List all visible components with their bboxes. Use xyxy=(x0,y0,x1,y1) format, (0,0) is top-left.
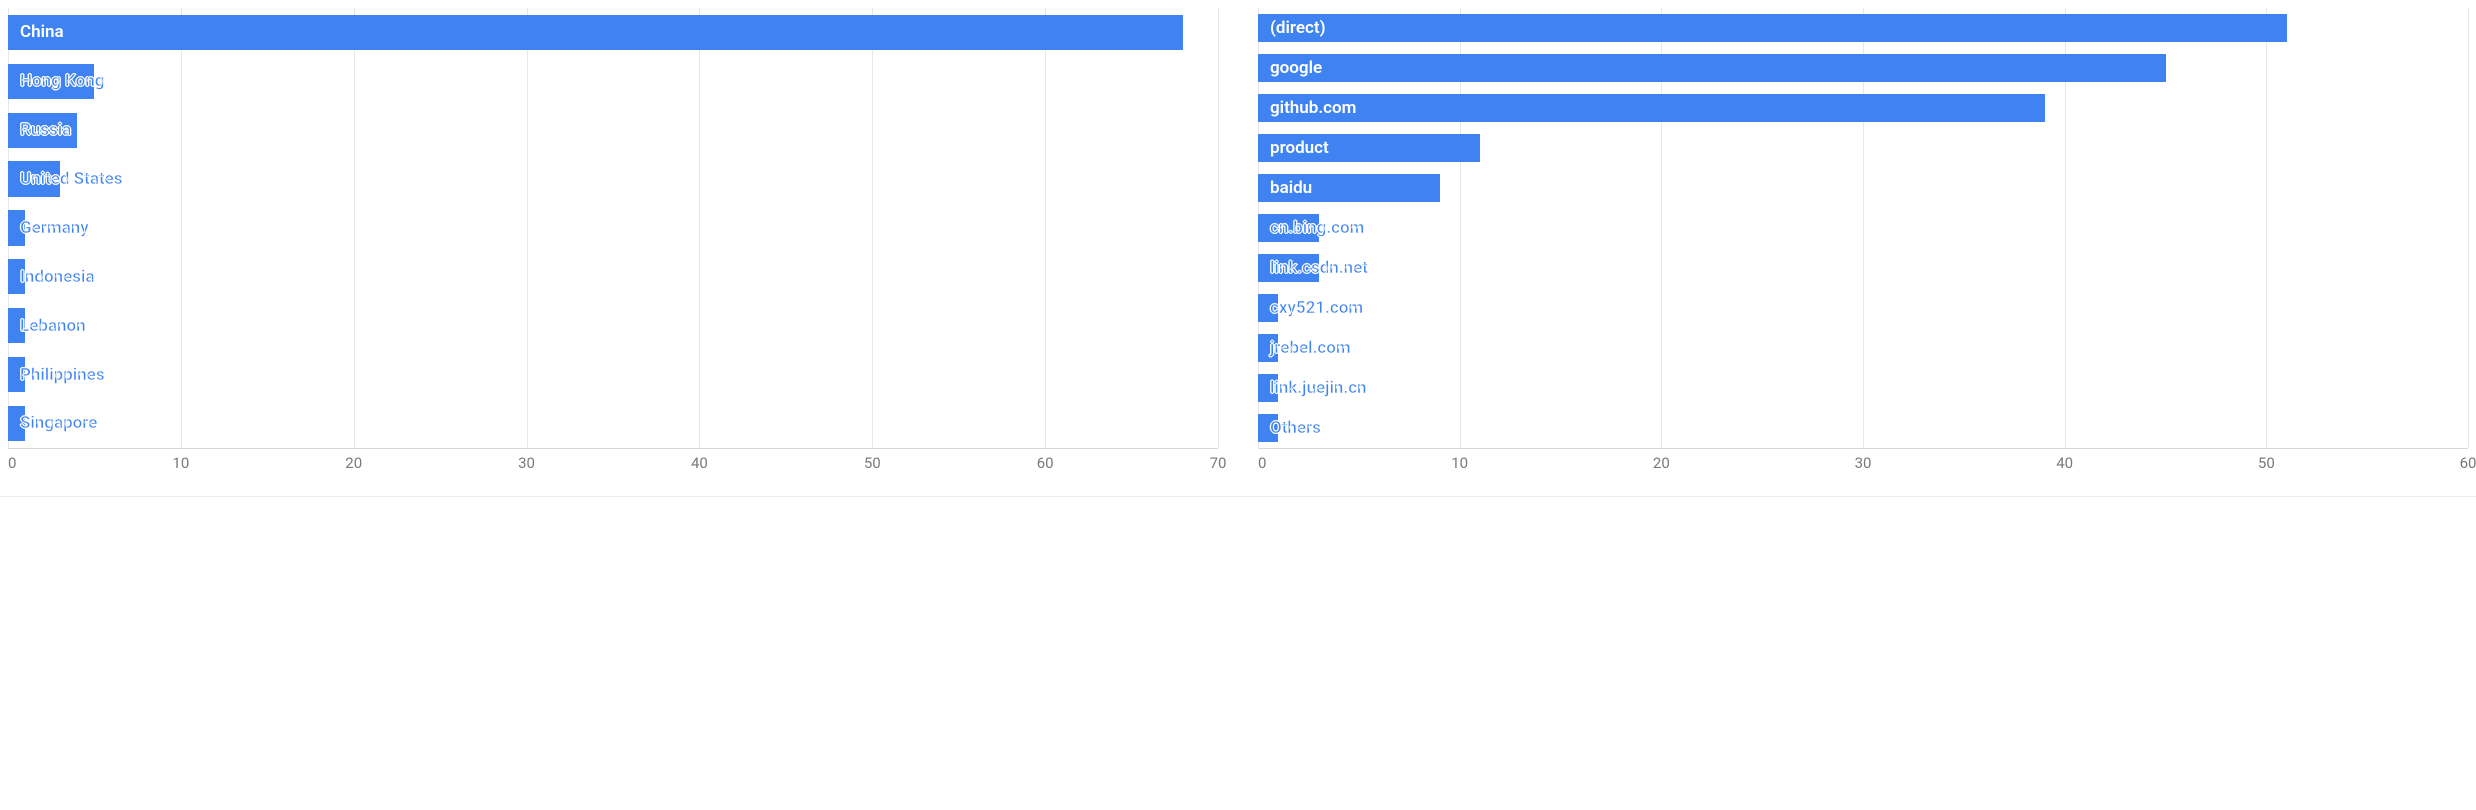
bar[interactable]: baidu xyxy=(1258,174,1440,203)
bar[interactable]: Others xyxy=(1258,414,1278,443)
bar-row: Indonesia xyxy=(8,252,1218,301)
axis-line xyxy=(1258,448,2468,449)
bar[interactable]: Singapore xyxy=(8,406,25,441)
bar[interactable]: China xyxy=(8,15,1183,50)
x-tick: 70 xyxy=(1210,454,1227,472)
bar-row: product xyxy=(1258,128,2468,168)
bar[interactable]: github.com xyxy=(1258,94,2045,123)
x-tick: 60 xyxy=(1037,454,1054,472)
bar[interactable]: link.csdn.net xyxy=(1258,254,1319,283)
x-tick: 50 xyxy=(864,454,881,472)
x-tick: 20 xyxy=(345,454,362,472)
x-axis: 0102030405060 xyxy=(1258,448,2468,476)
bar-label: baidu xyxy=(1270,178,1312,198)
bar-label: Indonesia xyxy=(20,267,95,287)
x-axis: 010203040506070 xyxy=(8,448,1218,476)
bar-row: link.juejin.cn xyxy=(1258,368,2468,408)
plot-area: (direct) google github.com product baidu cn.b… xyxy=(1258,8,2468,448)
bar[interactable]: United States xyxy=(8,161,60,196)
charts-row: China Hong Kong Russia United States Germany… xyxy=(0,0,2476,476)
bar[interactable]: link.juejin.cn xyxy=(1258,374,1278,403)
plot-area: China Hong Kong Russia United States Germany… xyxy=(8,8,1218,448)
bar-row: Philippines xyxy=(8,350,1218,399)
bar-row: Russia xyxy=(8,106,1218,155)
bars: (direct) google github.com product baidu cn.b… xyxy=(1258,8,2468,448)
x-tick: 50 xyxy=(2258,454,2275,472)
bar[interactable]: google xyxy=(1258,54,2166,83)
x-tick: 20 xyxy=(1653,454,1670,472)
x-tick: 40 xyxy=(2056,454,2073,472)
bar[interactable]: cn.bing.com xyxy=(1258,214,1319,243)
bar[interactable]: Lebanon xyxy=(8,308,25,343)
bar-row: Hong Kong xyxy=(8,57,1218,106)
bar-row: link.csdn.net xyxy=(1258,248,2468,288)
bar-label: Germany xyxy=(20,218,89,238)
x-tick: 0 xyxy=(1258,454,1266,472)
bar-row: cxy521.com xyxy=(1258,288,2468,328)
bar-row: Others xyxy=(1258,408,2468,448)
bar-label: cxy521.com xyxy=(1270,298,1363,318)
bar-row: (direct) xyxy=(1258,8,2468,48)
axis-line xyxy=(8,448,1218,449)
bar[interactable]: jrebel.com xyxy=(1258,334,1278,363)
bar-row: jrebel.com xyxy=(1258,328,2468,368)
bar-label: link.juejin.cn xyxy=(1270,378,1367,398)
gridline xyxy=(2468,8,2469,448)
bar-row: cn.bing.com xyxy=(1258,208,2468,248)
bar-row: baidu xyxy=(1258,168,2468,208)
bar[interactable]: Hong Kong xyxy=(8,64,94,99)
bar-label: Others xyxy=(1270,418,1321,438)
bar-row: China xyxy=(8,8,1218,57)
bar[interactable]: Philippines xyxy=(8,357,25,392)
bar-label: Hong Kong xyxy=(20,71,104,91)
x-tick: 30 xyxy=(1855,454,1872,472)
bar[interactable]: product xyxy=(1258,134,1480,163)
bar-label: United States xyxy=(20,169,123,189)
x-tick: 60 xyxy=(2460,454,2476,472)
bar-label: China xyxy=(20,22,64,42)
bars: China Hong Kong Russia United States Germany… xyxy=(8,8,1218,448)
x-tick: 10 xyxy=(172,454,189,472)
bar-label: link.csdn.net xyxy=(1270,258,1368,278)
bar-row: github.com xyxy=(1258,88,2468,128)
bar-label: Philippines xyxy=(20,365,105,385)
x-tick: 0 xyxy=(8,454,16,472)
bar-row: Singapore xyxy=(8,399,1218,448)
bar-label: Singapore xyxy=(20,413,97,433)
bar-row: United States xyxy=(8,155,1218,204)
bar[interactable]: cxy521.com xyxy=(1258,294,1278,323)
bar-label: google xyxy=(1270,58,1322,78)
bar[interactable]: Germany xyxy=(8,210,25,245)
bar[interactable]: Indonesia xyxy=(8,259,25,294)
bar-label: Lebanon xyxy=(20,316,86,336)
chart-panel-countries: China Hong Kong Russia United States Germany… xyxy=(8,8,1218,476)
chart-panel-sources: (direct) google github.com product baidu cn.b… xyxy=(1258,8,2468,476)
bar-label: (direct) xyxy=(1270,18,1326,38)
footer-divider xyxy=(0,496,2476,497)
bar-row: Lebanon xyxy=(8,301,1218,350)
gridline xyxy=(1218,8,1219,448)
bar[interactable]: Russia xyxy=(8,113,77,148)
bar-label: Russia xyxy=(20,120,71,140)
bar-label: product xyxy=(1270,138,1329,158)
bar-label: jrebel.com xyxy=(1270,338,1351,358)
x-tick: 30 xyxy=(518,454,535,472)
bar[interactable]: (direct) xyxy=(1258,14,2287,43)
x-tick: 40 xyxy=(691,454,708,472)
bar-row: Germany xyxy=(8,204,1218,253)
bar-label: github.com xyxy=(1270,98,1356,118)
bar-label: cn.bing.com xyxy=(1270,218,1364,238)
bar-row: google xyxy=(1258,48,2468,88)
x-tick: 10 xyxy=(1451,454,1468,472)
